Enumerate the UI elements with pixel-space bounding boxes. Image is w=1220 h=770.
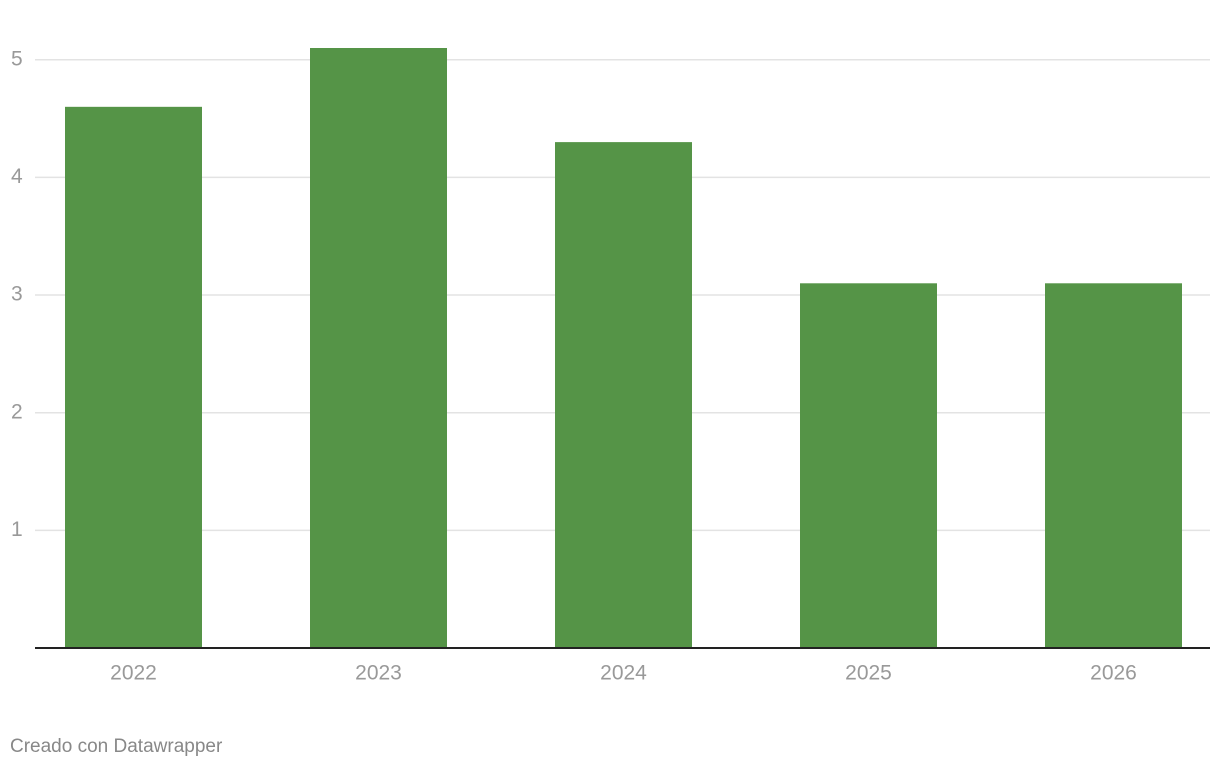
y-tick-label: 1	[11, 518, 23, 541]
x-tick-label: 2024	[600, 662, 647, 685]
y-tick-label: 2	[11, 400, 23, 423]
x-tick-label: 2023	[355, 662, 402, 685]
x-tick-label: 2026	[1090, 662, 1137, 685]
y-tick-label: 4	[11, 165, 23, 188]
y-tick-label: 3	[11, 283, 23, 306]
bar	[800, 283, 937, 648]
x-tick-label: 2022	[110, 662, 157, 685]
bar	[1045, 283, 1182, 648]
x-tick-label: 2025	[845, 662, 892, 685]
bar	[65, 106, 202, 648]
bar	[555, 142, 692, 648]
bar	[310, 48, 447, 648]
credit: Creado con Datawrapper	[10, 736, 223, 757]
y-tick-label: 5	[11, 47, 23, 70]
